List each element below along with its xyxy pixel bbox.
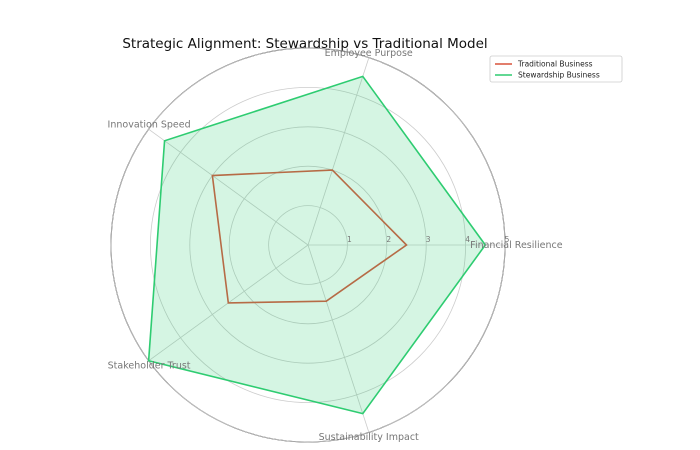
axis-label: Employee Purpose bbox=[325, 48, 413, 59]
series-layer bbox=[147, 75, 487, 415]
legend: Traditional Business Stewardship Business bbox=[489, 55, 623, 83]
grid bbox=[110, 47, 506, 443]
series-stewardship-area bbox=[147, 75, 487, 415]
grid-spoke bbox=[307, 244, 370, 433]
tick-label: 5 bbox=[505, 235, 510, 244]
legend-label: Stewardship Business bbox=[518, 71, 600, 80]
grid-spoke bbox=[307, 57, 370, 246]
axis-label: Financial Resilience bbox=[470, 240, 563, 251]
axis-label: Innovation Speed bbox=[108, 120, 191, 131]
tick-label: 2 bbox=[386, 235, 391, 244]
tick-label: 1 bbox=[347, 235, 352, 244]
tick-label: 4 bbox=[465, 235, 470, 244]
tick-label: 3 bbox=[426, 235, 431, 244]
legend-label: Traditional Business bbox=[517, 60, 593, 69]
axis-label: Stakeholder Trust bbox=[108, 360, 191, 371]
series-traditional-area bbox=[211, 169, 408, 304]
legend-box bbox=[489, 55, 623, 83]
chart-title: Strategic Alignment: Stewardship vs Trad… bbox=[122, 36, 487, 52]
grid-spoke bbox=[148, 128, 309, 246]
axis-label: Sustainability Impact bbox=[319, 432, 419, 443]
